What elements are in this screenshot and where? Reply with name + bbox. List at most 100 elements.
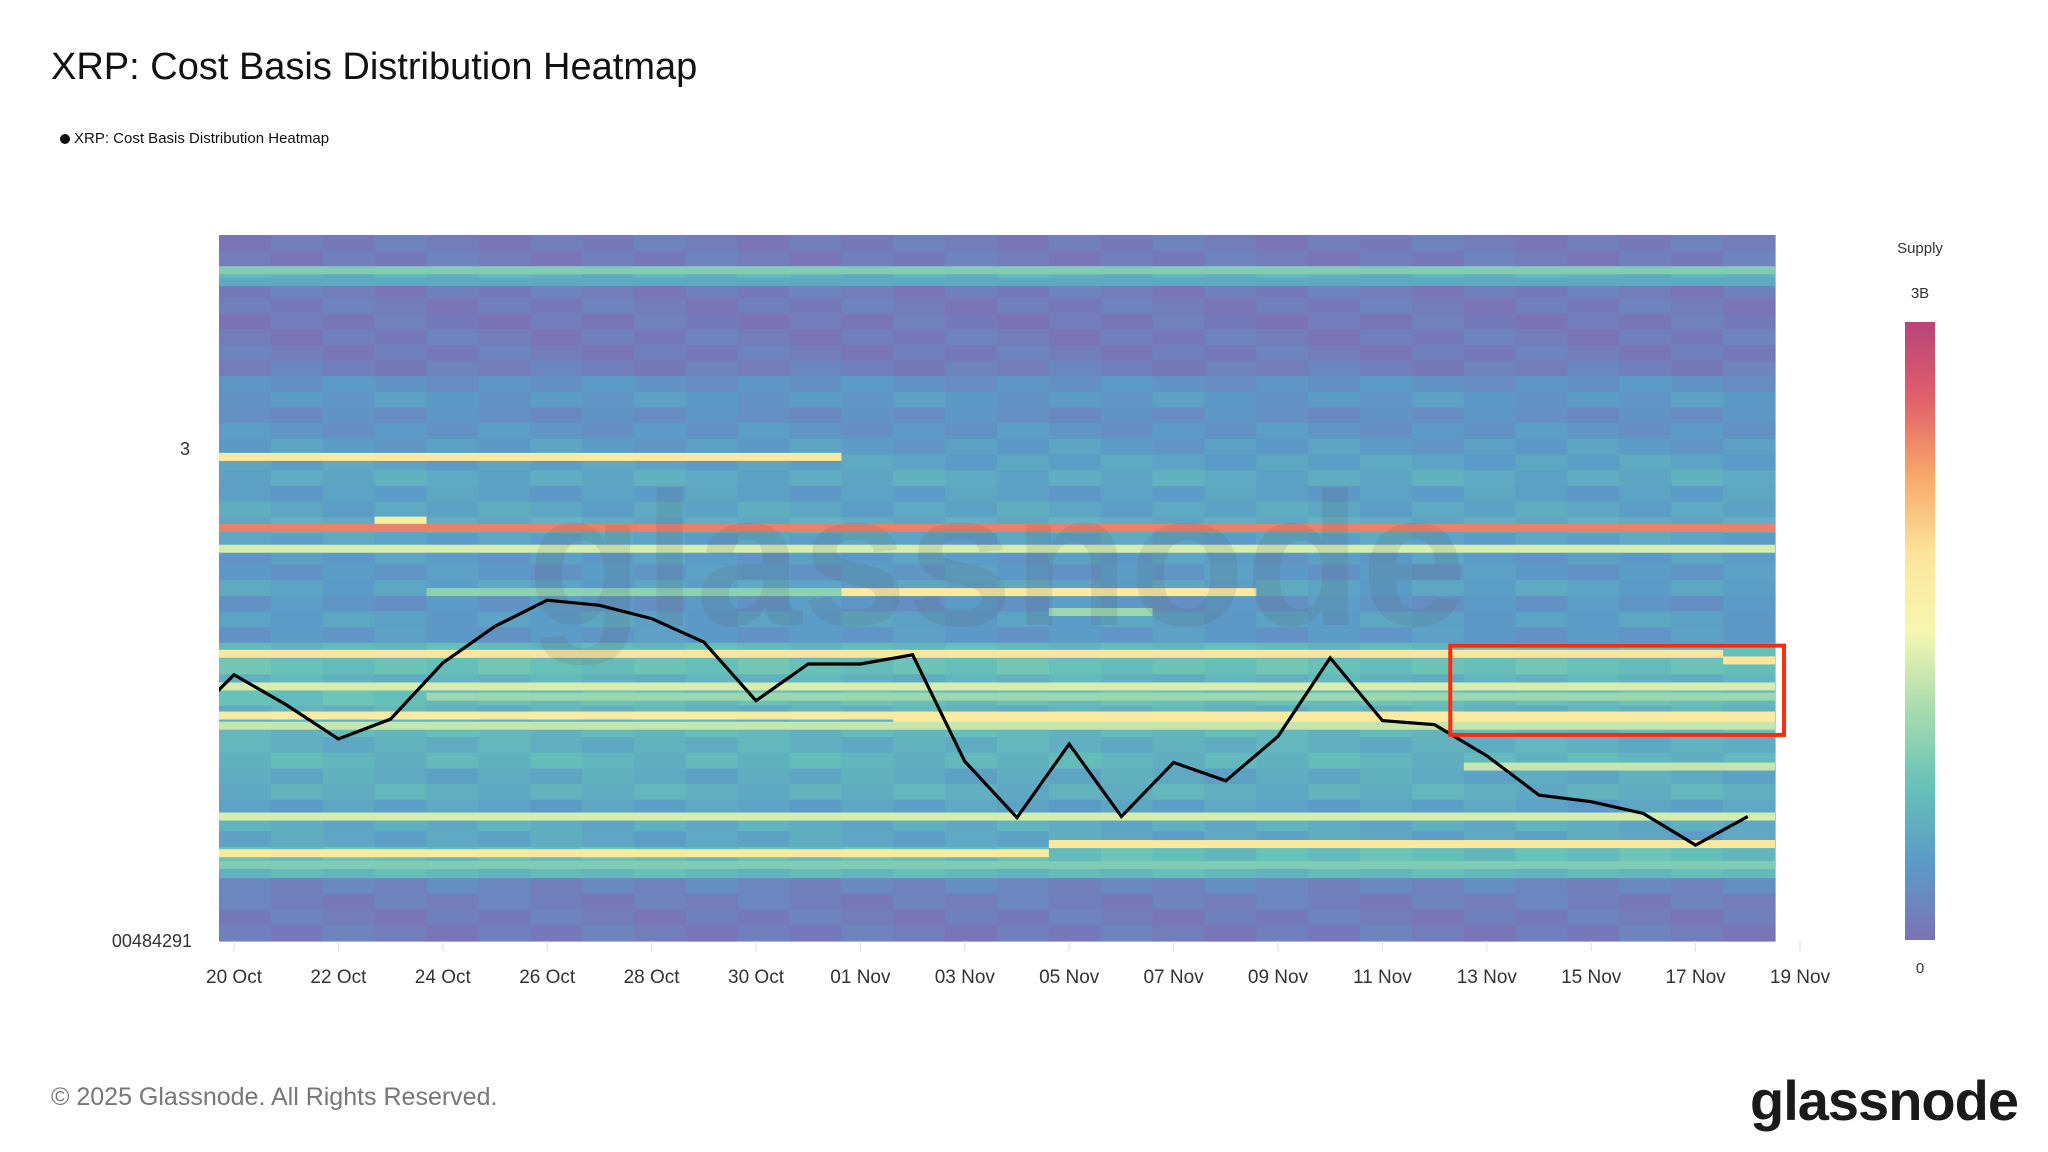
heatmap-cell [893,564,946,581]
heatmap-cell [685,831,739,848]
heatmap-cell [426,391,479,409]
heatmap-band [219,812,1775,821]
heatmap-cell [374,438,428,456]
heatmap-cell [1152,438,1206,456]
heatmap-cell [582,391,635,409]
heatmap-cell [1619,391,1672,409]
heatmap-cell [1671,768,1724,785]
heatmap-cell [1671,784,1724,801]
heatmap-cell [945,548,998,566]
heatmap-cell [582,925,635,942]
heatmap-cell [1256,297,1309,315]
heatmap-cell [1411,611,1465,628]
heatmap-cell [1360,250,1413,267]
heatmap-cell [426,909,479,926]
heatmap-cell [1204,454,1257,471]
heatmap-cell [1567,470,1620,487]
heatmap-cell [633,391,687,409]
heatmap-cell [322,250,376,267]
heatmap-cell [997,454,1050,471]
heatmap-cell [1619,470,1672,487]
heatmap-band [374,516,427,525]
heatmap-cell [1152,564,1206,581]
heatmap-cell [1411,878,1465,895]
heatmap-cell [1152,548,1206,566]
heatmap-cell [426,627,479,644]
heatmap-cell [997,313,1050,330]
heatmap-cell [1619,376,1672,393]
heatmap-cell [1152,329,1206,346]
heatmap-cell [789,407,842,424]
heatmap-cell [1411,423,1465,440]
heatmap-cell [1152,344,1206,362]
heatmap-cell [945,313,998,330]
heatmap-cell [685,925,739,942]
heatmap-cell [1515,627,1569,644]
heatmap-cell [1308,627,1361,644]
heatmap-cell [1204,376,1257,393]
heatmap-cell [1619,407,1672,424]
heatmap-cell [374,831,428,848]
legend[interactable]: XRP: Cost Basis Distribution Heatmap [60,130,329,147]
heatmap-cell [789,768,842,785]
heatmap-cell [1360,627,1413,644]
heatmap-cell [1671,878,1724,895]
heatmap-cell [1515,454,1569,471]
glassnode-logo[interactable]: glassnode [1750,1069,2019,1132]
heatmap-cell [997,737,1050,754]
heatmap-cell [270,250,324,267]
heatmap-cell [1619,737,1672,754]
heatmap-cell [685,878,739,895]
heatmap-cell [633,548,687,566]
heatmap-cell [582,878,635,895]
heatmap-cell [582,501,635,518]
heatmap-cell [737,627,791,644]
heatmap-cell [1360,423,1413,440]
heatmap-cell [893,501,946,518]
heatmap-cell [426,438,479,456]
heatmap-cell [1204,235,1257,252]
heatmap-cell [1360,611,1413,628]
heatmap-cell [530,376,583,393]
legend-label: XRP: Cost Basis Distribution Heatmap [74,130,330,147]
heatmap-cell [1256,846,1309,864]
heatmap-cell [374,235,428,252]
heatmap-cell [945,893,998,911]
heatmap-cell [322,391,376,409]
heatmap-cell [322,548,376,566]
heatmap-cell [582,250,635,267]
heatmap-cell [789,925,842,942]
heatmap-cell [1671,486,1724,503]
heatmap-cell [219,627,272,644]
heatmap-cell [1411,360,1465,377]
heatmap-cell [1204,799,1257,817]
heatmap-cell [1152,799,1206,817]
heatmap-cell [1360,658,1413,675]
heatmap-cell [1723,799,1776,817]
heatmap-cell [1411,580,1465,597]
heatmap-cell [1671,737,1724,754]
heatmap-cell [530,438,583,456]
x-tick-label: 15 Nov [1561,967,1622,988]
heatmap-cell [478,564,531,581]
heatmap-cell [426,548,479,566]
heatmap-cell [426,297,479,315]
heatmap-cell [945,282,998,299]
heatmap-cell [997,925,1050,942]
heatmap-cell [1308,235,1361,252]
heatmap-cell [841,313,894,330]
heatmap-cell [374,391,428,409]
heatmap-cell [374,329,428,346]
colorbar-gradient [1905,322,1935,940]
heatmap-cell [270,548,324,566]
heatmap-band [219,721,1775,730]
heatmap-cell [1463,235,1517,252]
heatmap-cell [945,438,998,456]
heatmap-cell [1567,250,1620,267]
heatmap-cell [1515,580,1569,597]
heatmap-cell [945,627,998,644]
heatmap-cell [1360,470,1413,487]
heatmap-cell [1256,250,1309,267]
heatmap-cell [1411,344,1465,362]
heatmap-cell [1463,360,1517,377]
